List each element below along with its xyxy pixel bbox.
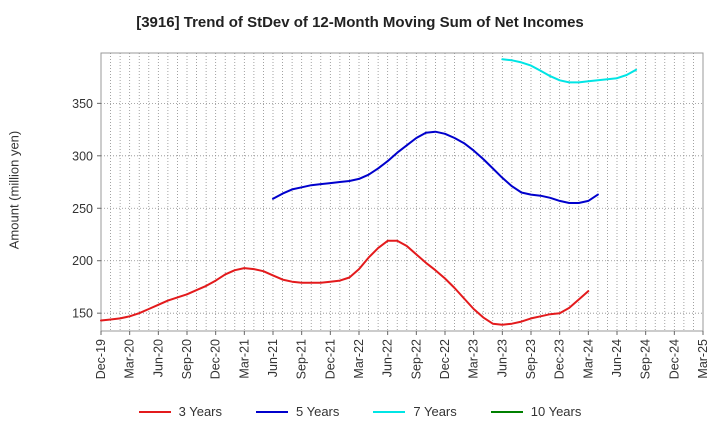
legend-label: 7 Years	[413, 404, 457, 419]
x-tick-label: Mar-22	[352, 339, 366, 379]
legend-swatch	[138, 410, 171, 413]
legend-item: 3 Years	[138, 404, 222, 419]
x-tick-label: Dec-21	[323, 339, 337, 379]
series-line-7-years	[501, 58, 638, 84]
x-tick-label: Mar-21	[237, 339, 251, 379]
x-tick-label: Sep-21	[295, 339, 309, 379]
x-tick-label: Mar-24	[581, 339, 595, 379]
plot-area	[100, 52, 704, 332]
x-tick-label: Mar-20	[123, 339, 137, 379]
x-tick-label: Jun-24	[610, 339, 624, 377]
x-tick-label: Sep-22	[409, 339, 423, 379]
y-tick-label: 300	[72, 149, 93, 163]
x-tick-label: Mar-25	[696, 339, 710, 379]
x-tick-label: Dec-22	[438, 339, 452, 379]
x-tick-label: Dec-20	[209, 339, 223, 379]
legend-label: 10 Years	[530, 404, 582, 419]
legend-label: 5 Years	[296, 404, 340, 419]
x-tick-label: Jun-20	[151, 339, 165, 377]
y-tick-label: 250	[72, 202, 93, 216]
legend-label: 3 Years	[178, 404, 222, 419]
legend-item: 7 Years	[373, 404, 457, 419]
x-tick-label: Sep-24	[639, 339, 653, 379]
y-tick-label: 200	[72, 254, 93, 268]
x-tick-label: Sep-23	[524, 339, 538, 379]
x-tick-label: Jun-22	[381, 339, 395, 377]
chart-title: [3916] Trend of StDev of 12-Month Moving…	[136, 14, 584, 31]
legend-swatch	[373, 410, 406, 413]
legend-swatch	[490, 410, 523, 413]
legend-item: 10 Years	[490, 404, 582, 419]
x-tick-label: Dec-24	[667, 339, 681, 379]
x-tick-label: Dec-23	[553, 339, 567, 379]
x-tick-label: Mar-23	[467, 339, 481, 379]
series-line-5-years	[272, 130, 599, 204]
x-tick-label: Sep-20	[180, 339, 194, 379]
x-tick-label: Dec-19	[94, 339, 108, 379]
y-tick-label: 150	[72, 307, 93, 321]
legend: 3 Years 5 Years 7 Years 10 Years	[0, 404, 720, 419]
x-tick-label: Jun-23	[495, 339, 509, 377]
legend-item: 5 Years	[256, 404, 339, 419]
x-tick-label: Jun-21	[266, 339, 280, 377]
legend-swatch	[256, 410, 288, 413]
y-tick-label: 350	[72, 97, 93, 111]
series-line-3-years	[100, 239, 590, 326]
